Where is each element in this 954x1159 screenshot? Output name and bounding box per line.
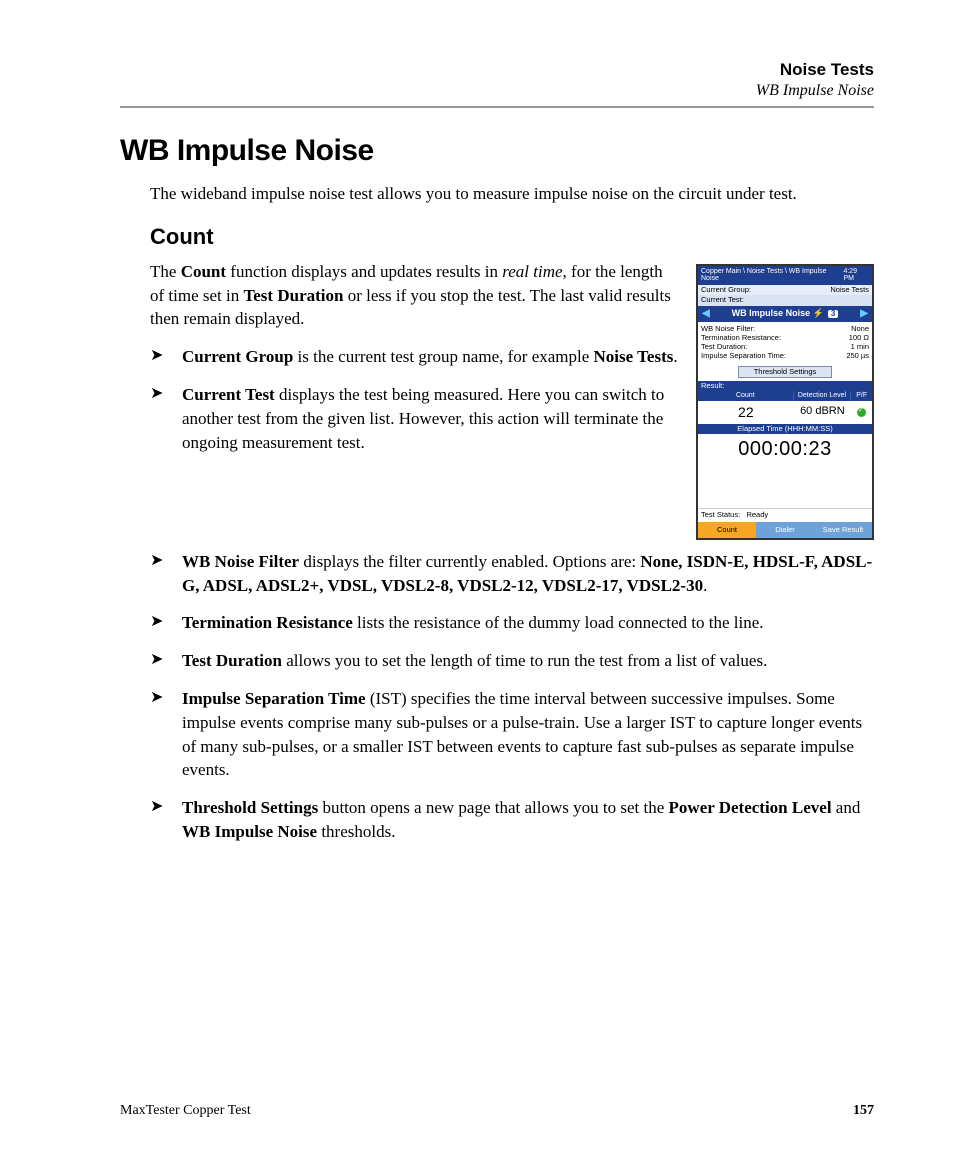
- bullet-threshold: Threshold Settings button opens a new pa…: [150, 796, 874, 844]
- status-value: Ready: [746, 510, 768, 519]
- bullet-ist: Impulse Separation Time (IST) specifies …: [150, 687, 874, 782]
- test-badge: 3: [828, 310, 838, 319]
- footer-title: MaxTester Copper Test: [120, 1103, 251, 1119]
- bottom-tabs: Count Dialer Save Result: [698, 522, 872, 538]
- current-group-row: Current Group: Noise Tests: [698, 285, 872, 295]
- page-number: 157: [853, 1103, 874, 1119]
- chevron-left-icon[interactable]: ◀: [702, 308, 710, 319]
- chapter-title: Noise Tests: [120, 60, 874, 80]
- breadcrumb-bar: Copper Main \ Noise Tests \ WB Impulse N…: [698, 266, 872, 285]
- test-selector[interactable]: ◀ WB Impulse Noise ⚡3 ▶: [698, 306, 872, 322]
- section-subtitle: WB Impulse Noise: [120, 82, 874, 100]
- chevron-right-icon[interactable]: ▶: [860, 308, 868, 319]
- bullet-current-test: Current Test displays the test being mea…: [150, 383, 874, 454]
- status-row: Test Status: Ready: [698, 508, 872, 521]
- tab-dialer[interactable]: Dialer: [756, 522, 814, 538]
- bullet-termination: Termination Resistance lists the resista…: [150, 611, 874, 635]
- status-label: Test Status:: [701, 510, 740, 519]
- count-heading: Count: [150, 224, 874, 250]
- tab-count[interactable]: Count: [698, 522, 756, 538]
- current-test-row: Current Test:: [698, 295, 872, 305]
- param-term-value: 100 Ω: [849, 334, 869, 342]
- tab-save[interactable]: Save Result: [814, 522, 872, 538]
- test-name: WB Impulse Noise: [732, 308, 811, 318]
- bullet-test-duration: Test Duration allows you to set the leng…: [150, 649, 874, 673]
- breadcrumb-path: Copper Main \ Noise Tests \ WB Impulse N…: [701, 268, 843, 283]
- current-group-label: Current Group:: [701, 286, 751, 294]
- clock: 4:29 PM: [843, 268, 869, 283]
- bullet-current-group: Current Group is the current test group …: [150, 345, 874, 369]
- current-test-label: Current Test:: [701, 296, 744, 304]
- param-filter-value: None: [851, 325, 869, 333]
- intro-paragraph: The wideband impulse noise test allows y…: [150, 182, 874, 206]
- param-term-label: Termination Resistance:: [701, 334, 781, 342]
- page-footer: MaxTester Copper Test 157: [120, 1103, 874, 1119]
- current-group-value: Noise Tests: [830, 286, 869, 294]
- bullet-wb-noise-filter: WB Noise Filter displays the filter curr…: [150, 550, 874, 598]
- header-rule: [120, 106, 874, 108]
- bullet-list: Current Group is the current test group …: [150, 345, 874, 844]
- page-title: WB Impulse Noise: [120, 134, 874, 168]
- param-filter-label: WB Noise Filter:: [701, 325, 755, 333]
